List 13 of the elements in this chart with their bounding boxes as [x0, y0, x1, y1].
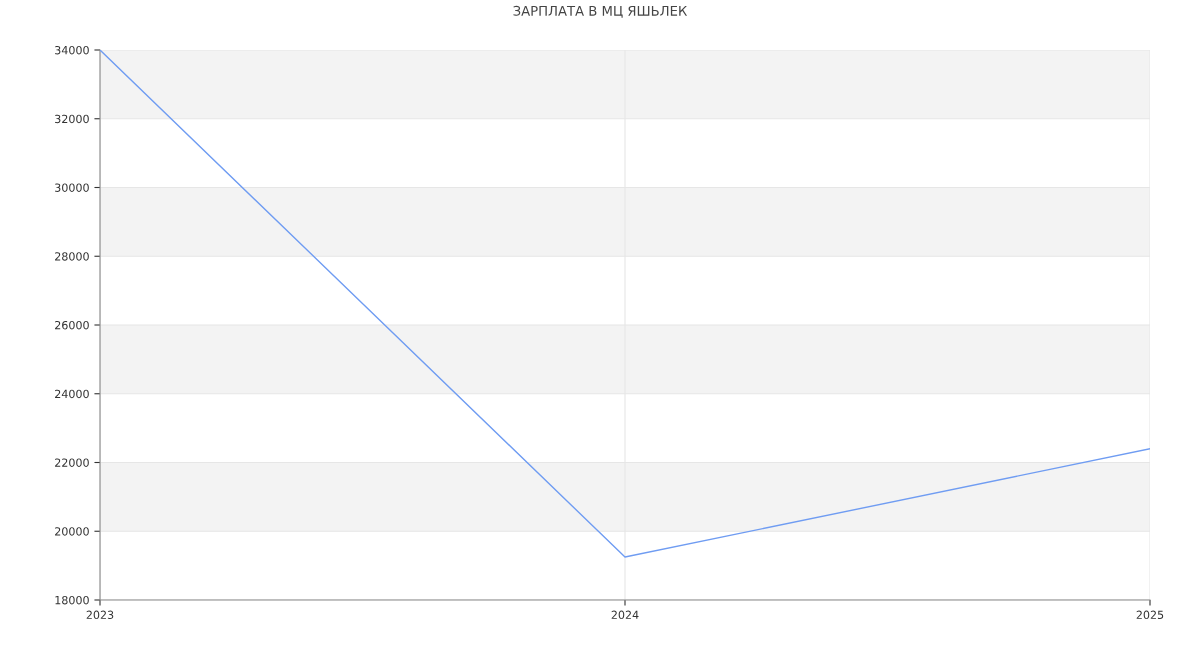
x-tick-label: 2025 — [1136, 610, 1164, 620]
y-tick-label: 20000 — [55, 527, 89, 536]
y-tick-label: 22000 — [55, 458, 89, 467]
y-tick-label: 28000 — [55, 252, 89, 261]
chart-title: ЗАРПЛАТА В МЦ ЯШЬЛЕК — [513, 5, 688, 18]
x-tick-label: 2024 — [611, 610, 639, 620]
y-tick-label: 26000 — [55, 320, 89, 330]
y-tick-label: 34000 — [55, 45, 89, 55]
x-tick-label: 2023 — [86, 610, 114, 620]
y-tick-label: 18000 — [55, 595, 89, 605]
y-tick-label: 30000 — [55, 183, 89, 192]
y-tick-label: 32000 — [55, 114, 89, 124]
y-tick-label: 24000 — [55, 389, 89, 399]
